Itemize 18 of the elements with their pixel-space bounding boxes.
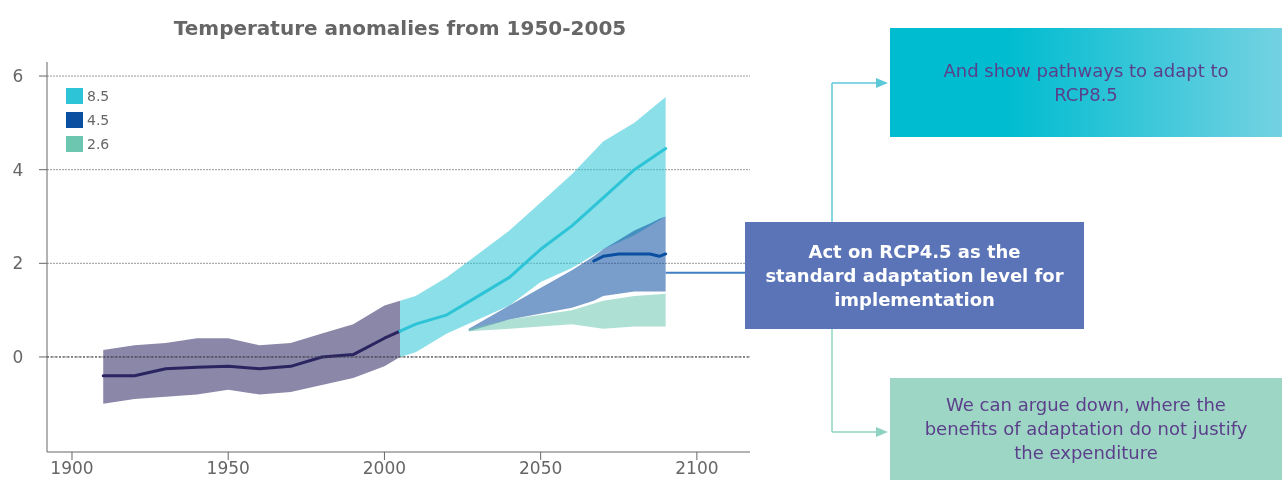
y-tick-label: 0 [12, 346, 24, 367]
text: We can argue down, where the benefits of adaptation do not justify the expenditure [924, 394, 1248, 463]
x-tick-label: 1950 [206, 458, 250, 478]
line-series [398, 147, 668, 333]
text: And show pathways to adapt to RCP8.5 [943, 59, 1229, 105]
legend-label: 2.6 [87, 136, 110, 152]
x-tick-label: 1900 [50, 458, 94, 478]
y-tick-label: 2 [12, 253, 24, 274]
x-tick-label: 2000 [362, 458, 407, 478]
y-tick-label: 4 [12, 159, 24, 180]
x-tick-label: 2050 [519, 458, 563, 478]
line-series [101, 329, 402, 378]
legend-label: 4.5 [87, 112, 110, 128]
x-tick-label: 2100 [675, 458, 719, 478]
chart-title: Temperature anomalies from 1950-2005 [173, 16, 627, 40]
annotation: Act on RCP4.5 as the standard adaptation level for implementation [765, 240, 1064, 310]
y-tick-label: 6 [12, 66, 24, 87]
legend-label: 8.5 [87, 88, 110, 104]
